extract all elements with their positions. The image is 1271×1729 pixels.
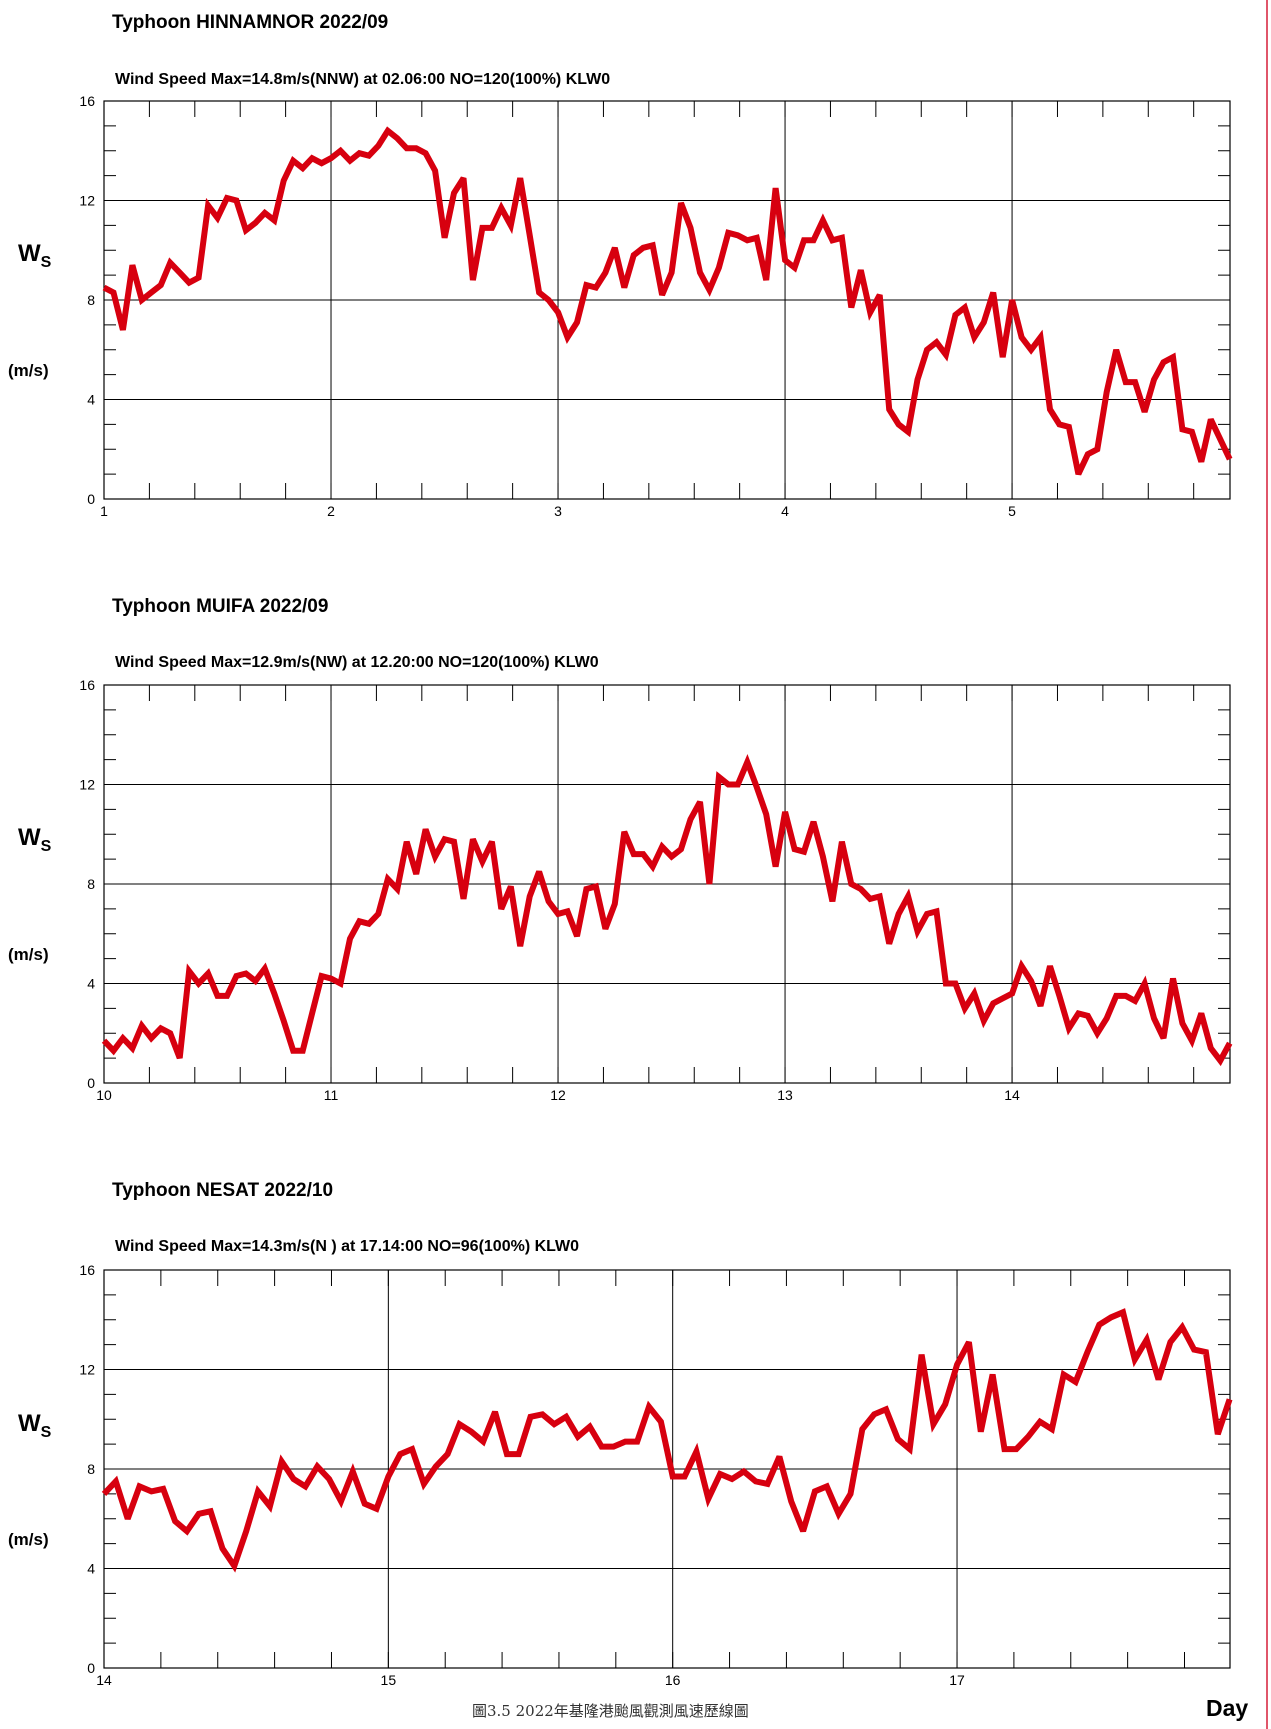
y-axis-label-2: WS	[18, 824, 52, 855]
y-tick-label: 8	[87, 876, 95, 892]
x-tick-label: 5	[1008, 503, 1016, 519]
figure-caption: 圖3.5 2022年基隆港颱風觀測風速歷線圖	[472, 1702, 749, 1720]
chart-subtitle-1: Wind Speed Max=14.8m/s(NNW) at 02.06:00 …	[115, 71, 611, 88]
y-axis-unit-1: (m/s)	[8, 361, 49, 380]
y-axis-label-1: WS	[18, 240, 52, 271]
y-tick-label: 16	[79, 1262, 95, 1278]
panel-title-1: Typhoon HINNAMNOR 2022/09	[112, 12, 389, 33]
chart-subtitle-3: Wind Speed Max=14.3m/s(N ) at 17.14:00 N…	[115, 1238, 580, 1255]
y-tick-label: 12	[79, 777, 95, 793]
x-tick-label: 14	[1004, 1087, 1020, 1103]
x-tick-label: 17	[949, 1672, 965, 1688]
y-tick-label: 12	[79, 1362, 95, 1378]
y-tick-label: 4	[87, 976, 95, 992]
y-tick-label: 8	[87, 1461, 95, 1477]
y-tick-label: 0	[87, 1660, 95, 1676]
plot-frame	[103, 684, 1231, 1084]
x-tick-label: 11	[324, 1087, 339, 1103]
x-tick-label: 13	[777, 1087, 793, 1103]
chart-muifa: 0 4 8 12 16 10 11 12 13 14	[79, 677, 1233, 1103]
y-tick-label: 0	[87, 491, 95, 507]
y-tick-label: 12	[79, 193, 95, 209]
x-tick-label: 3	[554, 503, 562, 519]
wind-speed-series	[102, 126, 1233, 476]
x-tick-label: 16	[665, 1672, 681, 1688]
x-tick-label: 12	[550, 1087, 566, 1103]
plot-frame	[103, 1269, 1231, 1669]
y-tick-label: 8	[87, 292, 95, 308]
x-tick-label: 2	[327, 503, 335, 519]
x-tick-label: 10	[96, 1087, 112, 1103]
x-tick-label: 4	[781, 503, 789, 519]
margin-line	[1266, 0, 1268, 1729]
x-tick-label: 14	[96, 1672, 112, 1688]
y-axis-unit-3: (m/s)	[8, 1530, 49, 1549]
y-tick-label: 4	[87, 1561, 95, 1577]
y-axis-label-3: WS	[18, 1410, 52, 1441]
y-tick-label: 16	[79, 93, 95, 109]
wind-speed-series	[101, 1308, 1233, 1573]
panel-title-3: Typhoon NESAT 2022/10	[112, 1180, 334, 1201]
y-tick-label: 4	[87, 392, 95, 408]
x-tick-label: 15	[381, 1672, 397, 1688]
y-tick-label: 16	[79, 677, 95, 693]
plot-frame	[103, 100, 1231, 500]
y-tick-label: 0	[87, 1075, 95, 1091]
wind-speed-series	[101, 754, 1233, 1067]
x-axis-label: Day	[1206, 1695, 1249, 1721]
chart-subtitle-2: Wind Speed Max=12.9m/s(NW) at 12.20:00 N…	[115, 654, 599, 671]
y-axis-unit-2: (m/s)	[8, 945, 49, 964]
panel-title-2: Typhoon MUIFA 2022/09	[112, 596, 329, 617]
x-tick-label: 1	[100, 503, 108, 519]
